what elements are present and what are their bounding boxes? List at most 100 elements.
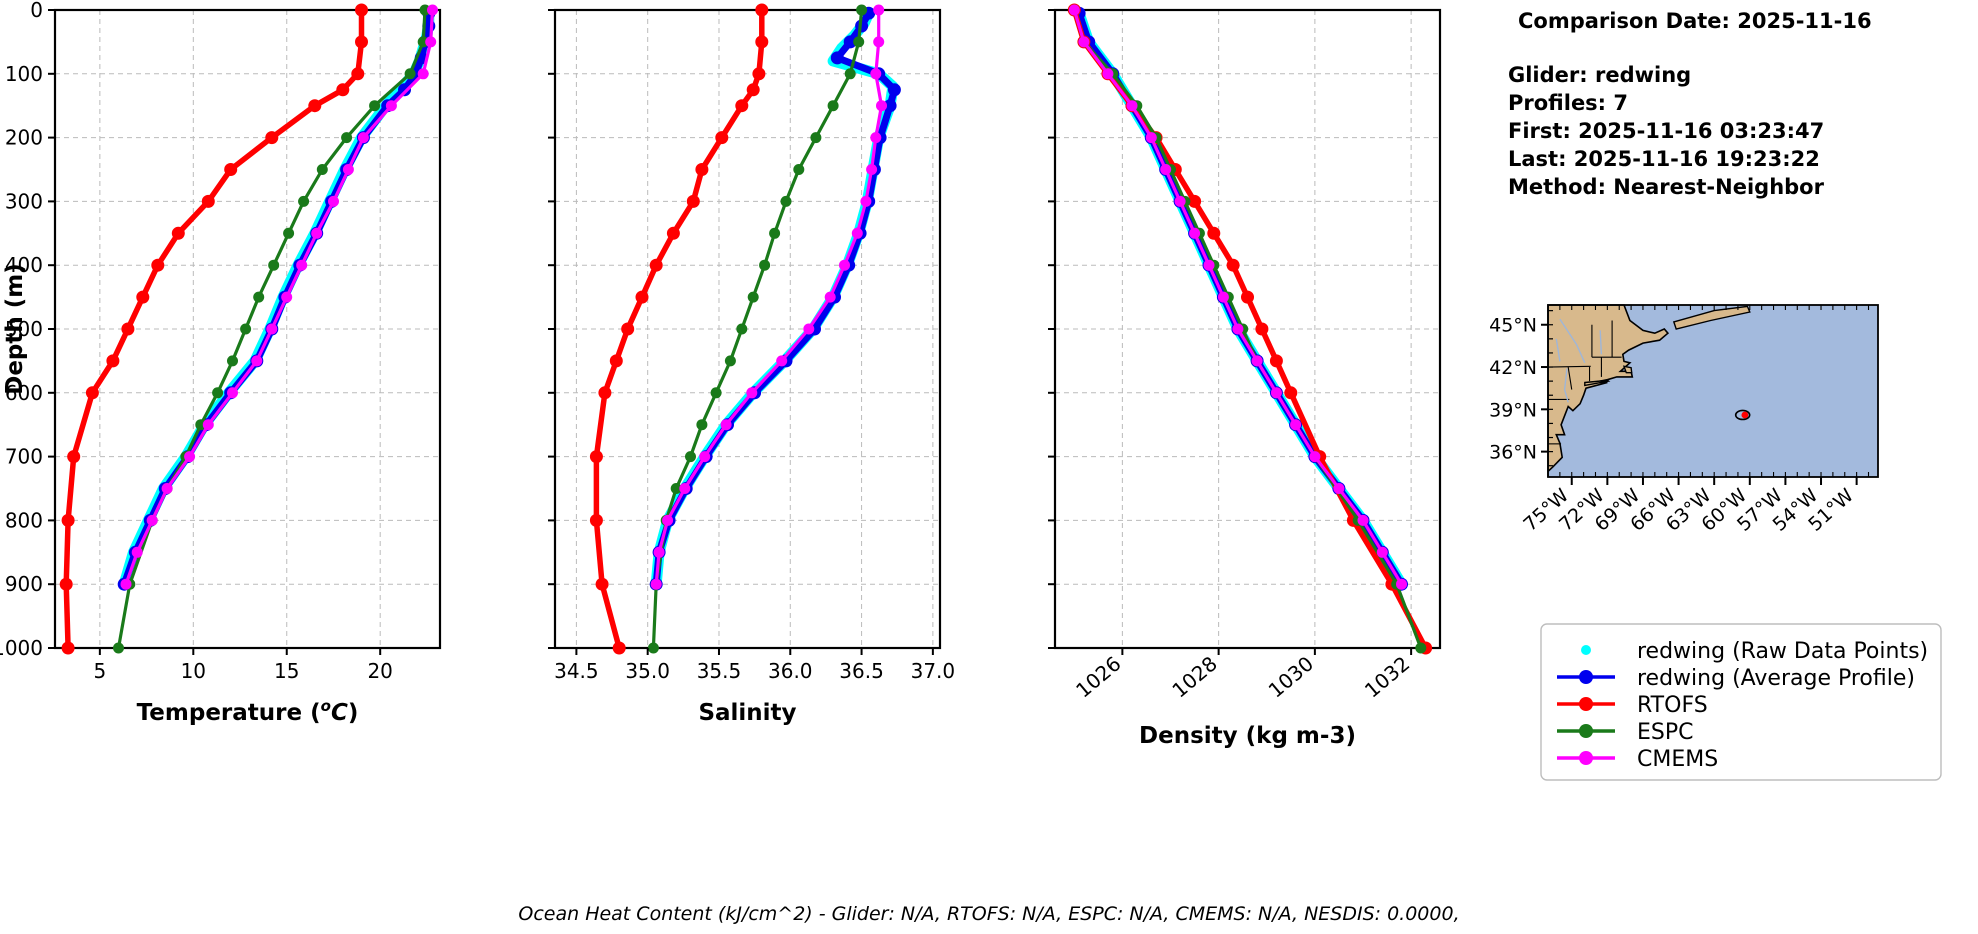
xaxis-label-density: Density (kg m-3) [1139, 723, 1356, 749]
series-line-redwing-average-profile [652, 9, 898, 588]
series-marker [1357, 514, 1369, 526]
series-marker [609, 354, 623, 368]
series-marker [755, 3, 769, 17]
series-line-redwing-raw-data-points [650, 7, 899, 590]
ytick-label: 0 [30, 0, 43, 22]
series-marker [1309, 451, 1321, 463]
legend-label-2: RTOFS [1637, 693, 1708, 718]
series-marker [342, 164, 354, 175]
series-marker [227, 355, 238, 367]
series-marker [595, 577, 609, 591]
series-marker [685, 451, 696, 463]
xtick-label: 5 [93, 659, 106, 683]
ytick-label: 1000 [0, 636, 43, 660]
xtick-label: 35.5 [697, 659, 742, 683]
series-marker [425, 36, 437, 48]
series-marker [357, 132, 369, 144]
series-marker [1396, 578, 1407, 590]
map-lat-label: 39°N [1489, 399, 1537, 421]
series-marker [776, 355, 788, 367]
series-marker [1241, 290, 1254, 304]
xtick-label: 1030 [1264, 651, 1318, 702]
series-marker [151, 258, 165, 272]
series-marker [1270, 387, 1282, 399]
series-marker [1126, 100, 1138, 112]
series-marker [1290, 419, 1302, 431]
map-river [1559, 318, 1586, 364]
series-marker [839, 259, 850, 271]
ytick-label: 700 [5, 445, 43, 469]
series-marker [427, 4, 438, 16]
ytick-label: 300 [5, 189, 43, 213]
series-marker [612, 641, 626, 655]
series-marker [61, 513, 75, 527]
map-river [1555, 338, 1561, 362]
ytick-label: 900 [5, 572, 43, 596]
series-marker [653, 546, 665, 558]
series-marker [283, 227, 295, 239]
series-marker [876, 100, 887, 112]
legend-marker-4 [1579, 751, 1593, 765]
series-marker [830, 51, 844, 65]
info-last-timestamp: Last: 2025-11-16 19:23:22 [1508, 147, 1820, 171]
series-marker [1188, 194, 1202, 208]
series-marker [873, 4, 885, 16]
xaxis-label-temperature: Temperature (oC) [137, 697, 359, 726]
series-marker [296, 259, 308, 271]
series-marker [1160, 164, 1172, 175]
map-lat-label: 36°N [1489, 442, 1537, 464]
series-marker [647, 642, 659, 654]
series-marker [747, 291, 759, 303]
map-state-border [1547, 365, 1591, 368]
series-marker [1269, 354, 1283, 368]
series-marker [328, 195, 339, 207]
series-marker [887, 83, 901, 97]
series-marker [201, 194, 215, 208]
xtick-label: 37.0 [911, 659, 956, 683]
series-marker [1284, 386, 1298, 400]
series-marker [1078, 36, 1090, 48]
series-marker [85, 386, 99, 400]
legend-box [1540, 623, 1942, 781]
series-marker [650, 578, 662, 590]
series-marker [268, 259, 280, 271]
series-marker [866, 164, 878, 175]
series-marker [1226, 258, 1240, 272]
series-marker [1255, 322, 1269, 336]
series-marker [355, 35, 368, 49]
series-marker [598, 386, 612, 400]
series-marker [696, 419, 708, 431]
xtick-label: 20 [367, 659, 392, 683]
series-marker [1415, 642, 1427, 654]
series-marker [810, 132, 822, 144]
series-marker [1207, 226, 1221, 240]
series-marker [59, 577, 73, 591]
map-cape-cod [1622, 365, 1633, 374]
xtick-label: 1026 [1071, 651, 1125, 702]
series-marker [336, 83, 350, 97]
xtick-label: 1028 [1167, 651, 1221, 702]
series-marker [589, 450, 603, 464]
series-marker [298, 195, 310, 207]
series-marker [266, 323, 278, 335]
series-marker [227, 387, 238, 399]
series-marker [120, 578, 132, 590]
ytick-label: 500 [5, 317, 43, 341]
series-marker [1251, 355, 1263, 367]
series-marker [253, 291, 265, 303]
legend-label-3: ESPC [1637, 720, 1694, 745]
ytick-label: 400 [5, 253, 43, 277]
series-marker [710, 387, 722, 399]
series-marker [1203, 259, 1215, 271]
map-long-island [1584, 379, 1611, 387]
series-marker [746, 387, 758, 399]
xtick-label: 35.0 [625, 659, 670, 683]
map-frame [1547, 304, 1879, 478]
series-marker [131, 546, 143, 558]
series-marker [404, 68, 416, 80]
series-marker [136, 290, 150, 304]
series-marker [662, 514, 674, 526]
series-marker [1333, 483, 1345, 494]
legend-marker-0 [1581, 645, 1591, 655]
series-marker [311, 227, 323, 239]
